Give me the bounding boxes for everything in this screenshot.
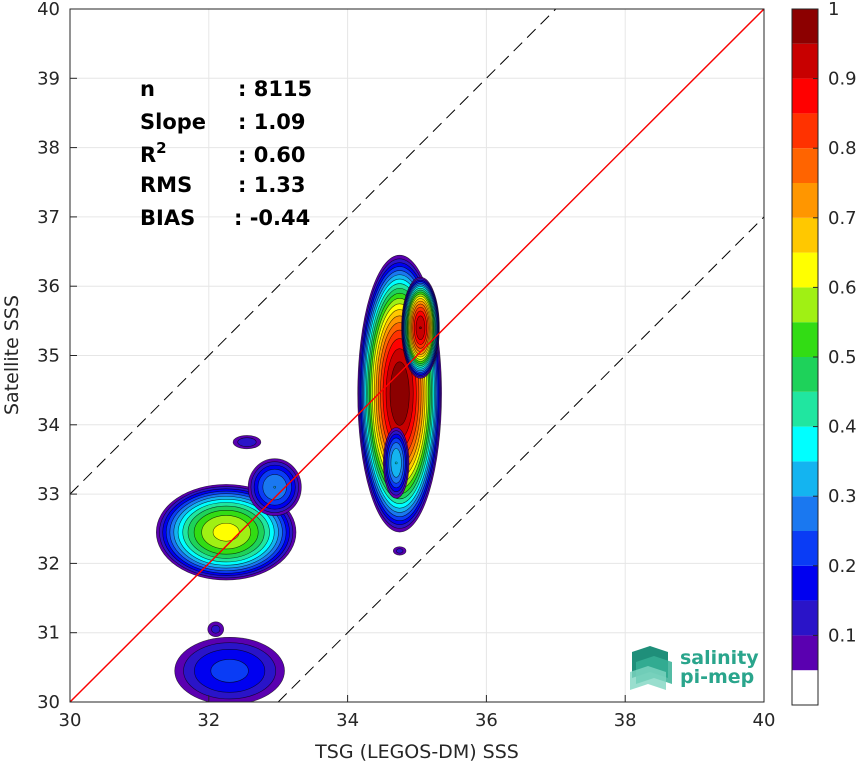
colorbar-tick-label: 1: [828, 0, 839, 20]
colorbar-swatch: [792, 78, 818, 114]
colorbar-swatch: [792, 287, 818, 323]
x-tick-label: 32: [197, 710, 220, 731]
line-identity-3: [70, 9, 557, 495]
colorbar-tick-label: 0.7: [828, 208, 857, 229]
colorbar-swatch: [792, 531, 818, 566]
density-contour: [389, 361, 410, 426]
stat-label: n: [140, 77, 155, 101]
y-tick-label: 31: [37, 623, 60, 644]
stat-label-text: RMS: [140, 173, 192, 197]
y-ticks: 30 31 32 33 34 35 36 37 38 39 40: [37, 0, 77, 713]
x-tick-label: 38: [614, 710, 637, 731]
colorbar-tick-label: 0.5: [828, 347, 857, 368]
colorbar-swatch: [792, 426, 818, 462]
colorbar-swatch: [792, 670, 818, 705]
x-tick-label: 36: [475, 710, 498, 731]
density-contour: [211, 624, 221, 634]
colorbar-tick-label: 0.6: [828, 277, 857, 298]
stats-box: n : 8115 Slope : 1.09 R2 : 0.60 RMS : 1.33 BIAS:…: [140, 77, 312, 230]
salinity-pi-mep-logo: salinity pi-mep: [630, 646, 759, 690]
stat-value: : 8115: [238, 77, 312, 101]
colorbar-swatch: [792, 9, 818, 44]
y-tick-label: 34: [37, 415, 60, 436]
stat-label: R2: [140, 139, 167, 167]
x-tick-label: 40: [753, 710, 776, 731]
logo-wave-icon: [630, 646, 672, 690]
colorbar-swatch: [792, 635, 818, 671]
colorbar-swatch: [792, 252, 818, 288]
colorbar-swatch: [792, 565, 818, 601]
stat-label: BIAS: [140, 206, 195, 230]
logo-line2: pi-mep: [680, 666, 754, 688]
x-tick-label: 30: [59, 710, 82, 731]
reference-lines: [70, 9, 764, 702]
colorbar-swatch: [792, 183, 818, 218]
colorbar-swatch: [792, 322, 818, 357]
stat-value: : 1.09: [238, 110, 306, 134]
colorbar-swatch: [792, 496, 818, 531]
y-tick-label: 33: [37, 484, 60, 505]
y-tick-label: 40: [37, 0, 60, 20]
colorbar-swatch: [792, 43, 818, 79]
y-axis-label: Satellite SSS: [1, 295, 23, 415]
colorbar: 0.1 0.2 0.3 0.4 0.5 0.6 0.7 0.8 0.9 1: [791, 0, 857, 706]
colorbar-swatch: [792, 113, 818, 149]
density-contour: [210, 659, 249, 683]
stat-value: : -0.44: [234, 206, 310, 230]
stat-value: : 0.60: [238, 143, 306, 167]
y-tick-label: 30: [37, 692, 60, 713]
stat-label: Slope: [140, 110, 206, 134]
density-contour: [237, 437, 257, 447]
y-tick-label: 38: [37, 138, 60, 159]
y-tick-label: 36: [37, 276, 60, 297]
stat-label: RMS: [140, 173, 192, 197]
stat-value: : 1.33: [238, 173, 306, 197]
colorbar-tick-label: 0.1: [828, 625, 857, 646]
colorbar-swatch: [792, 148, 818, 183]
density-contours: [155, 254, 442, 702]
stat-label-text: n: [140, 77, 155, 101]
colorbar-tick-label: 0.4: [828, 417, 857, 438]
density-contour: [394, 461, 398, 465]
colorbar-swatch: [792, 600, 818, 636]
colorbar-swatch: [792, 391, 818, 427]
y-tick-label: 39: [37, 68, 60, 89]
x-ticks: 30 32 34 36 38 40: [59, 695, 776, 731]
x-tick-label: 34: [336, 710, 359, 731]
y-tick-label: 37: [37, 207, 60, 228]
density-contour: [273, 485, 277, 489]
colorbar-swatch: [792, 217, 818, 253]
density-contour: [212, 522, 240, 542]
colorbar-tick-label: 0.2: [828, 556, 857, 577]
stat-label-superscript: 2: [156, 139, 166, 157]
logo-line1: salinity: [680, 647, 759, 669]
colorbar-swatch: [792, 357, 818, 392]
stat-label-text: Slope: [140, 110, 206, 134]
stat-label-text: R: [140, 143, 156, 167]
colorbar-swatch: [792, 461, 818, 497]
y-tick-label: 32: [37, 553, 60, 574]
y-tick-label: 35: [37, 346, 60, 367]
stat-label-text: BIAS: [140, 206, 195, 230]
colorbar-tick-label: 0.8: [828, 138, 857, 159]
line-regression: [70, 9, 764, 702]
density-contour: [419, 326, 422, 330]
colorbar-tick-label: 0.3: [828, 486, 857, 507]
density-contour: [395, 548, 404, 554]
colorbar-tick-label: 0.9: [828, 69, 857, 90]
x-axis-label: TSG (LEGOS-DM) SSS: [314, 741, 519, 763]
line-identity-3: [277, 216, 764, 702]
